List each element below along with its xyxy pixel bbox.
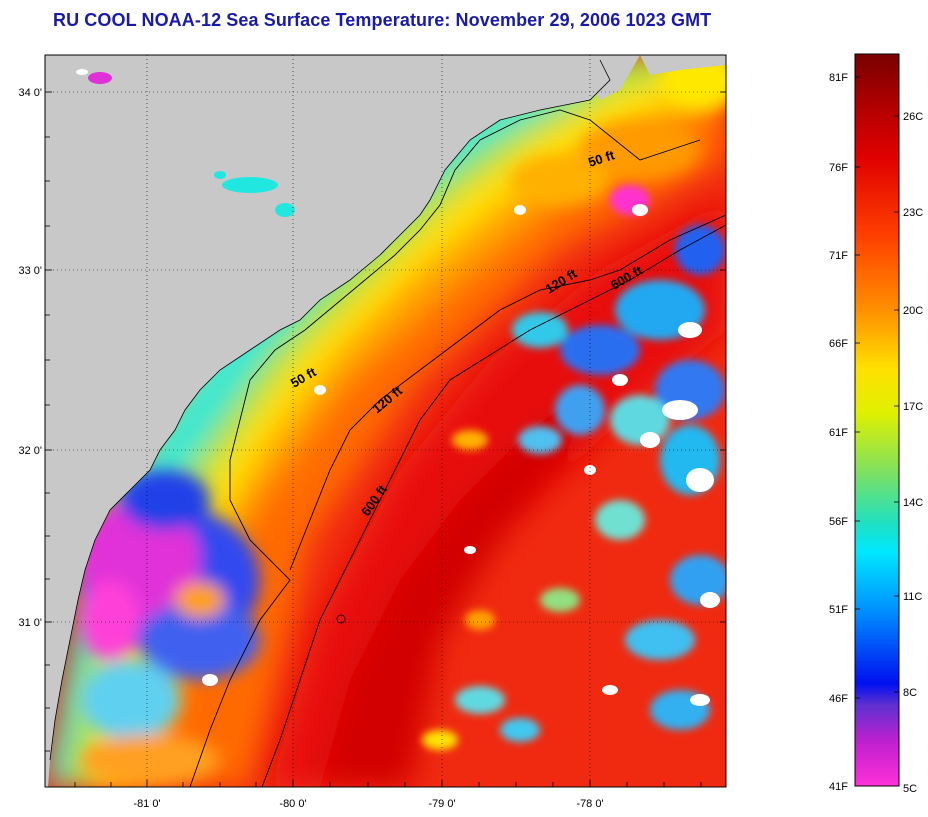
lat-label: 32 0' bbox=[18, 445, 42, 457]
lon-label: -78 0' bbox=[576, 798, 603, 810]
cb-c-label: 20C bbox=[903, 305, 923, 317]
colorbar: 81F 76F 71F 66F 61F 56F 51F 46F 41F 26C … bbox=[829, 53, 923, 795]
lat-label: 33 0' bbox=[18, 265, 42, 277]
cb-c-label: 26C bbox=[903, 111, 923, 123]
coastline bbox=[49, 59, 611, 761]
cold-coastal-anomaly bbox=[80, 470, 260, 785]
isobath-50ft bbox=[189, 109, 701, 787]
cb-f-label: 71F bbox=[829, 250, 848, 262]
north-magenta-patch bbox=[76, 69, 112, 84]
colorbar-celsius-labels: 26C 23C 20C 17C 14C 11C 8C 5C bbox=[903, 111, 923, 795]
isobath-600ft bbox=[261, 224, 726, 787]
colorbar-gradient bbox=[854, 53, 900, 787]
map-frame bbox=[44, 54, 727, 788]
lon-label: -80 0' bbox=[279, 798, 306, 810]
cb-f-label: 56F bbox=[829, 516, 848, 528]
lat-label: 34 0' bbox=[18, 87, 42, 99]
cb-f-label: 66F bbox=[829, 338, 848, 350]
map-title: RU COOL NOAA-12 Sea Surface Temperature:… bbox=[53, 10, 712, 30]
land-mass bbox=[45, 55, 610, 787]
cb-c-label: 11C bbox=[903, 591, 922, 603]
latitude-labels: 34 0' 33 0' 32 0' 31 0' bbox=[18, 87, 42, 629]
colorbar-fahrenheit-labels: 81F 76F 71F 66F 61F 56F 51F 46F 41F bbox=[829, 72, 848, 793]
cb-f-label: 46F bbox=[829, 693, 848, 705]
longitude-labels: -81 0' -80 0' -79 0' -78 0' bbox=[133, 798, 603, 810]
cloud-white-speckles bbox=[202, 204, 720, 706]
lat-label: 31 0' bbox=[18, 617, 42, 629]
map-marker-circle bbox=[336, 614, 346, 624]
cb-f-label: 61F bbox=[829, 427, 848, 439]
map-axis-ticks bbox=[45, 91, 726, 787]
land-detail bbox=[560, 55, 726, 100]
cb-c-label: 23C bbox=[903, 207, 923, 219]
lon-label: -81 0' bbox=[133, 798, 160, 810]
map-grid bbox=[45, 55, 726, 787]
sst-imagery bbox=[45, 55, 726, 787]
cloud-patches bbox=[422, 185, 726, 750]
lon-label: -79 0' bbox=[428, 798, 455, 810]
inland-cyan-patches bbox=[214, 171, 295, 217]
colorbar-ticks bbox=[855, 76, 899, 699]
cb-f-label: 51F bbox=[829, 604, 848, 616]
cb-c-label: 8C bbox=[903, 687, 917, 699]
cb-c-label: 17C bbox=[903, 401, 923, 413]
cb-f-label: 76F bbox=[829, 162, 848, 174]
cb-c-label: 14C bbox=[903, 497, 923, 509]
isobath-120ft bbox=[289, 214, 726, 571]
cb-c-label: 5C bbox=[903, 783, 917, 795]
cb-f-label: 41F bbox=[829, 781, 848, 793]
cb-f-label: 81F bbox=[829, 72, 848, 84]
northeast-warm-patch bbox=[510, 55, 726, 205]
